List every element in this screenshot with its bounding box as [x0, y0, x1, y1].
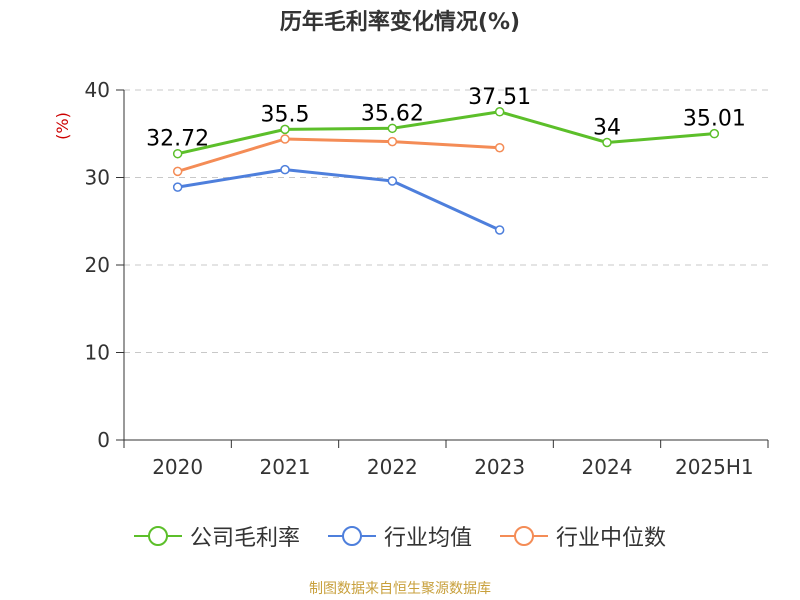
legend-item-industry-median[interactable]: 行业中位数	[500, 520, 666, 552]
data-point	[280, 164, 290, 175]
data-point	[172, 148, 183, 159]
data-label: 37.51	[468, 85, 531, 110]
y-axis-label: (%)	[53, 112, 72, 140]
x-tick-label: 2022	[367, 455, 418, 479]
chart-title: 历年毛利率变化情况(%)	[279, 10, 521, 35]
legend-label-industry-median: 行业中位数	[556, 526, 667, 551]
x-tick-label: 2021	[260, 455, 311, 479]
x-tick-label: 2024	[582, 455, 633, 479]
legend-swatch-company	[133, 526, 182, 546]
data-point	[387, 123, 398, 134]
x-tick-label: 2020	[152, 455, 203, 479]
series-line-1	[177, 168, 501, 232]
y-tick-label: 20	[85, 253, 110, 277]
data-point	[280, 134, 290, 144]
data-point	[494, 107, 505, 117]
legend-item-company[interactable]: 公司毛利率	[133, 520, 300, 552]
y-tick-label: 10	[85, 341, 110, 365]
data-point	[602, 137, 612, 148]
x-tick-label: 2023	[474, 455, 525, 479]
legend-item-industry-avg[interactable]: 行业均值	[327, 520, 472, 552]
data-label: 35.5	[261, 102, 310, 127]
y-tick-label: 40	[85, 78, 110, 102]
legend: 公司毛利率 行业均值 行业中位数	[0, 520, 800, 552]
series-line-2	[177, 137, 500, 173]
data-point	[494, 143, 505, 153]
data-point	[172, 166, 183, 177]
legend-label-industry-avg: 行业均值	[383, 526, 472, 551]
data-label: 35.01	[683, 107, 746, 132]
data-point	[172, 182, 183, 192]
y-tick-label: 30	[85, 166, 110, 190]
data-label: 32.72	[146, 127, 209, 152]
data-label: 34	[593, 116, 621, 141]
data-point	[280, 124, 290, 135]
data-point	[494, 225, 505, 235]
data-label: 35.62	[361, 101, 424, 126]
y-tick-label: 0	[97, 428, 110, 452]
legend-label-company: 公司毛利率	[189, 526, 300, 551]
data-point	[387, 136, 398, 147]
data-point	[387, 176, 398, 186]
series-line-0	[177, 110, 715, 156]
legend-swatch-industry-avg	[327, 526, 376, 546]
legend-swatch-industry-median	[500, 526, 548, 546]
x-tick-label: 2025H1	[675, 455, 754, 479]
source-note: 制图数据来自恒生聚源数据库	[309, 581, 491, 597]
data-point	[709, 128, 720, 139]
